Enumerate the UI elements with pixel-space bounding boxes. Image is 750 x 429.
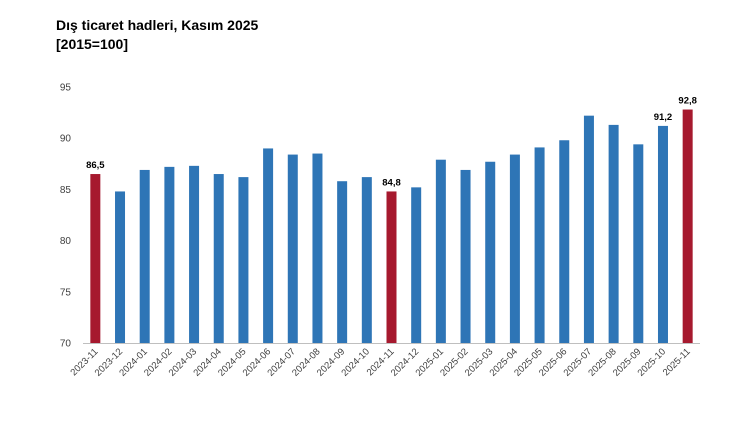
bar-2024-11 — [386, 191, 397, 343]
x-tick-label: 2025-11 — [661, 346, 693, 378]
bar-2025-10 — [657, 125, 668, 343]
bar-2024-10 — [361, 177, 372, 343]
bar-2024-03 — [189, 165, 200, 343]
data-label-2025-11: 92,8 — [678, 96, 697, 107]
chart-subtitle: [2015=100] — [56, 36, 129, 52]
bar-2025-05 — [534, 147, 545, 343]
bar-2025-11 — [682, 109, 693, 343]
bar-2024-02 — [164, 166, 175, 343]
bar-2025-06 — [559, 140, 570, 343]
bar-2024-06 — [263, 148, 274, 343]
bar-2025-08 — [608, 124, 619, 343]
data-label-2025-10: 91,2 — [654, 112, 673, 123]
y-tick-label: 85 — [60, 185, 72, 196]
bar-2024-07 — [287, 154, 298, 343]
bar-2025-01 — [435, 159, 446, 343]
y-tick-label: 95 — [60, 83, 72, 94]
bar-2024-04 — [213, 174, 224, 343]
bar-2023-11 — [90, 174, 101, 343]
data-label-2023-11: 86,5 — [86, 160, 105, 171]
data-label-2024-11: 84,8 — [382, 177, 401, 188]
bar-2023-12 — [115, 191, 126, 343]
title-block: Dış ticaret hadleri, Kasım 2025 [2015=10… — [56, 16, 258, 54]
bar-2024-09 — [337, 181, 348, 343]
chart-title: Dış ticaret hadleri, Kasım 2025 — [56, 17, 259, 33]
bar-2025-03 — [485, 161, 496, 343]
y-tick-label: 90 — [60, 134, 72, 145]
bar-2025-07 — [583, 115, 594, 343]
bar-2024-08 — [312, 153, 323, 343]
bar-2024-01 — [139, 169, 150, 343]
y-tick-label: 75 — [60, 287, 72, 298]
bar-2025-02 — [460, 169, 471, 343]
bar-2025-04 — [509, 154, 520, 343]
bar-2025-09 — [633, 144, 644, 343]
y-tick-label: 70 — [60, 339, 72, 350]
y-tick-label: 80 — [60, 236, 72, 247]
bar-2024-12 — [411, 187, 422, 343]
bar-2024-05 — [238, 177, 249, 343]
